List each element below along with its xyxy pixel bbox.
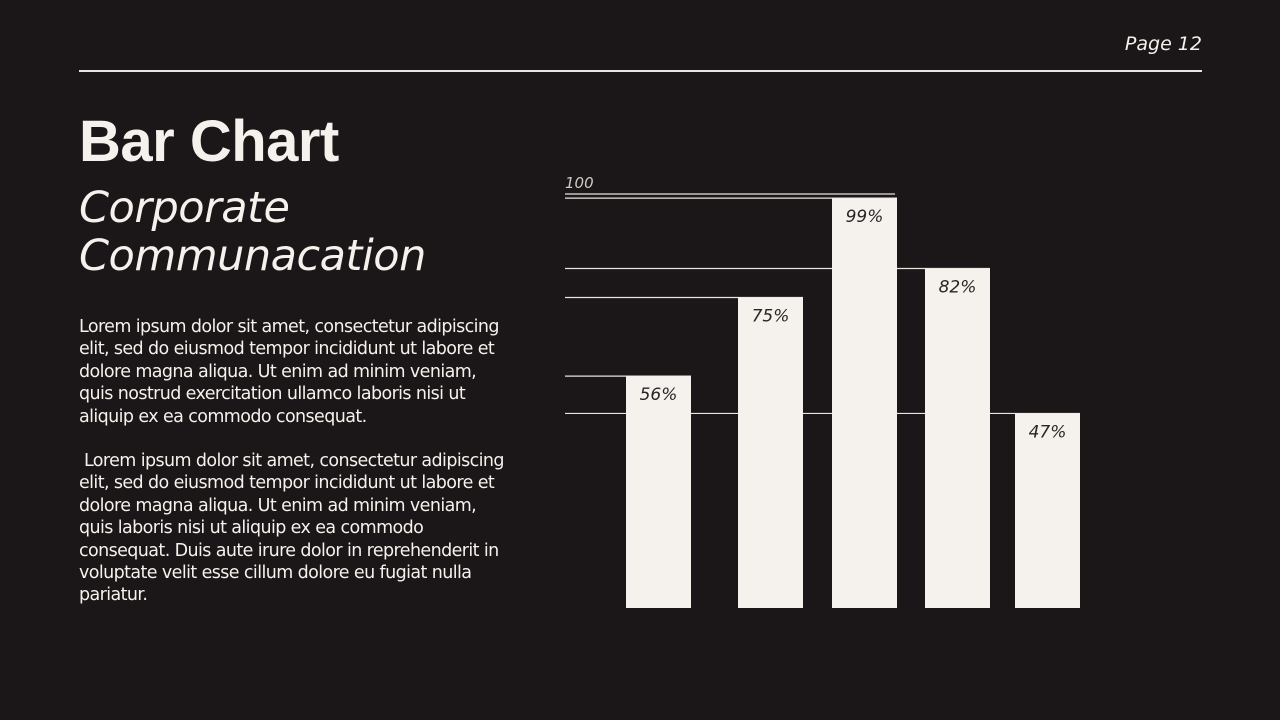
page-number: Page 12 <box>1124 33 1202 55</box>
bar-value-label: 47% <box>1029 422 1067 442</box>
bar <box>626 376 691 608</box>
max-tick-label: 100 <box>565 174 594 192</box>
body-paragraph-2: Lorem ipsum dolor sit amet, consectetur … <box>79 451 509 606</box>
bar-value-label: 75% <box>752 307 790 327</box>
bar-value-label: 56% <box>640 385 678 405</box>
bar <box>832 198 897 608</box>
header-divider <box>79 70 1202 72</box>
page-subtitle: Corporate Communacation <box>79 183 426 281</box>
bar <box>738 297 803 608</box>
page-title: Bar Chart <box>79 109 339 174</box>
bar-value-label: 99% <box>846 207 884 227</box>
bar <box>925 268 990 608</box>
bar <box>1015 413 1080 608</box>
body-paragraph-1: Lorem ipsum dolor sit amet, consectetur … <box>79 317 500 427</box>
bar-value-label: 82% <box>939 278 977 298</box>
